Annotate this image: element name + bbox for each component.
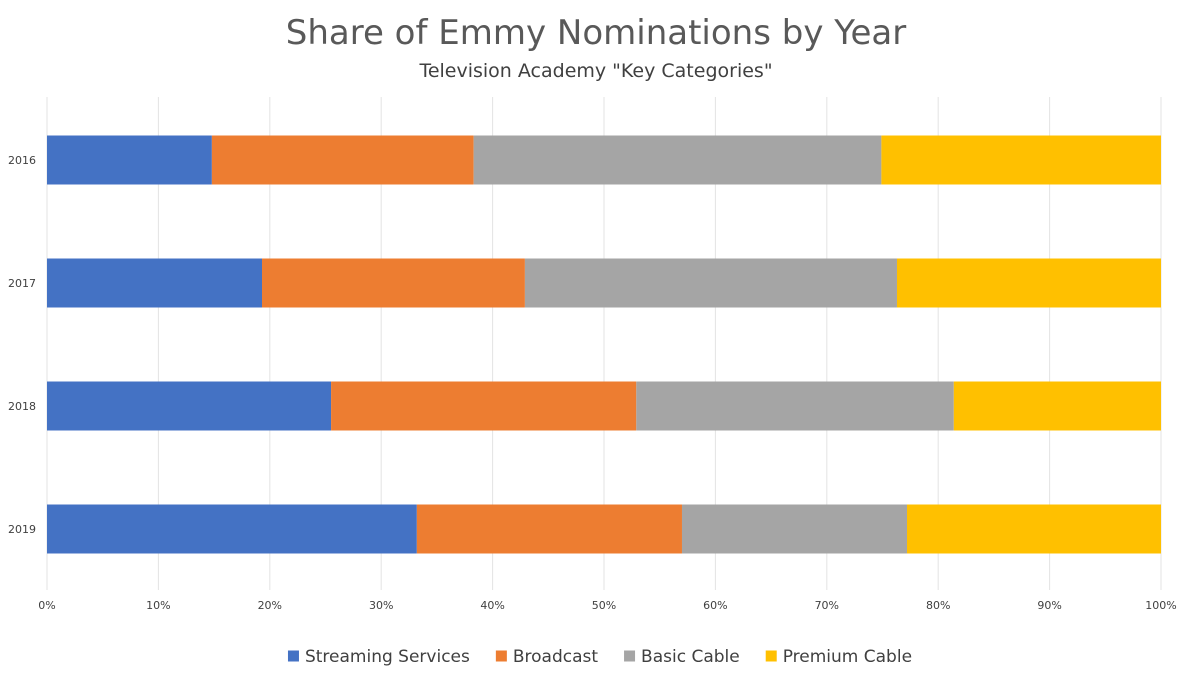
x-tick-label: 80% (926, 599, 950, 612)
bar-segment (47, 135, 212, 185)
x-tick-label: 70% (815, 599, 839, 612)
bar-segment (416, 504, 682, 554)
x-tick-label: 0% (38, 599, 55, 612)
x-tick-label: 60% (703, 599, 727, 612)
x-tick-label: 90% (1037, 599, 1061, 612)
x-tick-label: 10% (146, 599, 170, 612)
legend-swatch (624, 650, 636, 662)
bars (47, 135, 1161, 554)
bar-segment (47, 504, 417, 554)
legend-item: Broadcast (495, 647, 599, 667)
legend-label: Premium Cable (783, 647, 912, 667)
bar-segment (262, 258, 525, 308)
x-tick-label: 100% (1145, 599, 1176, 612)
x-axis-ticks: 0% 10% 20% 30% 40% 50% 60% 70% 80% 90% 100% (38, 599, 1176, 612)
x-tick-label: 20% (258, 599, 282, 612)
legend-swatch (765, 650, 777, 662)
legend-label: Streaming Services (305, 647, 470, 667)
y-category-label: 2017 (8, 277, 36, 290)
legend-label: Broadcast (513, 647, 599, 667)
legend-item: Premium Cable (765, 647, 912, 667)
legend-swatch (495, 650, 507, 662)
chart-subtitle: Television Academy "Key Categories" (418, 60, 772, 82)
legend-item: Basic Cable (624, 647, 740, 667)
bar-segment (953, 381, 1161, 431)
bar-segment (881, 135, 1161, 185)
legend-item: Streaming Services (287, 647, 470, 667)
legend: Streaming Services Broadcast Basic Cable Pr… (287, 647, 912, 667)
bar-segment (47, 381, 332, 431)
bar-segment (211, 135, 474, 185)
x-tick-label: 40% (480, 599, 504, 612)
bar-segment (524, 258, 897, 308)
bar-segment (47, 258, 263, 308)
x-tick-label: 30% (369, 599, 393, 612)
y-category-label: 2018 (8, 400, 36, 413)
legend-swatch (287, 650, 299, 662)
bar-segment (907, 504, 1161, 554)
bar-segment (331, 381, 637, 431)
chart-title: Share of Emmy Nominations by Year (286, 13, 907, 53)
bar-segment (636, 381, 954, 431)
bar-segment (681, 504, 908, 554)
y-category-label: 2019 (8, 523, 36, 536)
x-tick-label: 50% (592, 599, 616, 612)
bar-segment (473, 135, 882, 185)
legend-label: Basic Cable (641, 647, 740, 667)
bar-segment (896, 258, 1161, 308)
y-axis-labels: 2016 2017 2018 2019 (8, 154, 36, 536)
y-category-label: 2016 (8, 154, 36, 167)
